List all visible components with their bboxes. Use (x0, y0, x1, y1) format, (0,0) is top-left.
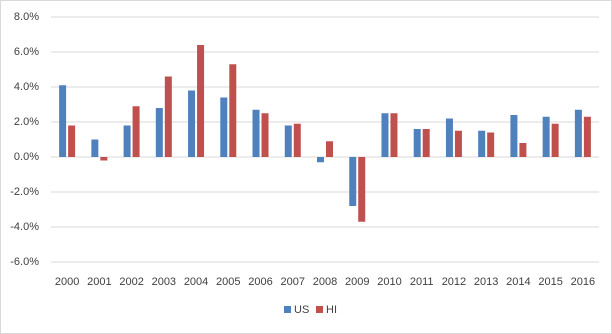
bar (413, 129, 421, 157)
bar (574, 109, 582, 157)
bar (293, 123, 301, 157)
y-tick-label: 2.0% (14, 116, 39, 128)
bar (326, 141, 333, 157)
x-tick-label: 2006 (248, 276, 272, 288)
bar (381, 113, 389, 157)
bar (422, 129, 430, 157)
y-tick-label: 8.0% (14, 11, 39, 23)
bar (390, 113, 398, 157)
bar (252, 109, 260, 157)
x-tick-label: 2000 (55, 276, 79, 288)
x-tick-label: 2013 (474, 276, 498, 288)
x-tick-label: 2007 (281, 276, 305, 288)
bar (317, 157, 324, 163)
bar (100, 157, 108, 161)
y-tick-label: 4.0% (14, 81, 39, 93)
bar (188, 90, 196, 157)
legend-swatch (316, 306, 323, 313)
y-tick-label: 6.0% (14, 46, 39, 58)
bar (261, 113, 269, 157)
bar (454, 130, 462, 157)
bar (220, 97, 228, 157)
x-tick-label: 2008 (313, 276, 337, 288)
y-tick-label: -4.0% (10, 221, 39, 233)
y-tick-label: -6.0% (10, 256, 39, 268)
x-tick-label: 2005 (216, 276, 240, 288)
legend-swatch (284, 306, 291, 313)
x-tick-label: 2010 (377, 276, 401, 288)
x-tick-label: 2002 (119, 276, 143, 288)
bar (551, 123, 559, 157)
legend-label: US (294, 304, 309, 316)
bar (59, 85, 67, 157)
bar (91, 139, 99, 157)
bar (197, 45, 205, 157)
x-tick-label: 2015 (538, 276, 562, 288)
x-tick-label: 2004 (184, 276, 208, 288)
bar (68, 125, 76, 157)
bar (349, 157, 357, 206)
legend-label: HI (326, 304, 337, 316)
bar (132, 106, 140, 157)
x-tick-label: 2001 (87, 276, 111, 288)
x-tick-label: 2009 (345, 276, 369, 288)
x-tick-label: 2011 (410, 276, 434, 288)
y-tick-label: 0.0% (14, 151, 39, 163)
bar (358, 157, 366, 222)
bar (155, 108, 163, 157)
bar (284, 125, 292, 157)
bar (583, 116, 591, 157)
x-tick-label: 2014 (506, 276, 530, 288)
bar (445, 118, 453, 157)
bar (164, 76, 172, 157)
bar (229, 64, 237, 157)
x-tick-label: 2016 (571, 276, 595, 288)
bar (123, 125, 131, 157)
bar (487, 132, 495, 157)
x-tick-label: 2003 (152, 276, 176, 288)
bar (542, 116, 550, 157)
bar (510, 115, 518, 157)
x-tick-label: 2012 (442, 276, 466, 288)
bar (519, 143, 527, 157)
bar (478, 130, 486, 157)
y-tick-label: -2.0% (10, 186, 39, 198)
